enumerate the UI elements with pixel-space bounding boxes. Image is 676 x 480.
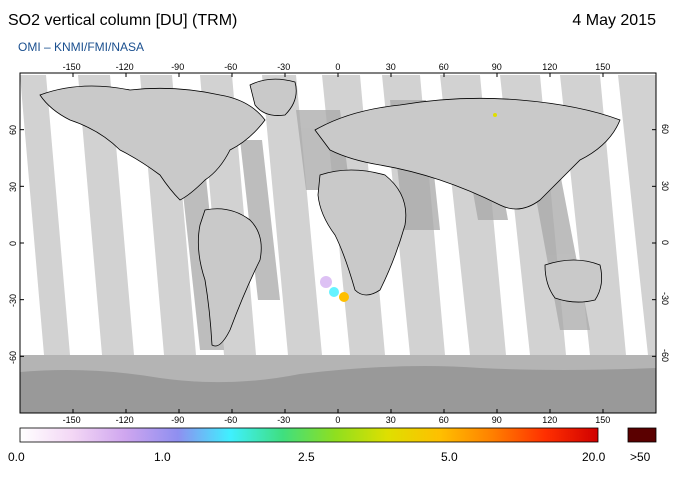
eurasia	[314, 97, 621, 210]
latitude-label: -60	[660, 348, 670, 362]
north-america	[39, 85, 266, 201]
longitude-label: -30	[277, 415, 291, 425]
map-title: SO2 vertical column [DU] (TRM)	[8, 12, 238, 29]
map-date: 4 May 2015	[572, 12, 656, 29]
latitude-label: 0	[660, 240, 670, 246]
longitude-label: 90	[491, 62, 502, 72]
longitude-label: -150	[62, 62, 81, 72]
longitude-label: 60	[438, 62, 449, 72]
australia	[544, 259, 603, 303]
longitude-label: 30	[385, 62, 396, 72]
longitude-label: -120	[115, 62, 134, 72]
swath-strip	[78, 75, 134, 355]
data-source: OMI – KNMI/FMI/NASA	[18, 40, 145, 54]
longitude-label: -90	[171, 62, 185, 72]
greenland	[249, 78, 297, 116]
colorbar-label-overflow: >50	[630, 450, 651, 464]
so2-hotspots	[320, 113, 497, 302]
latitude-label: -30	[8, 294, 18, 308]
longitude-label: 120	[542, 415, 558, 425]
longitude-label: 30	[385, 415, 396, 425]
longitude-label: 0	[335, 62, 341, 72]
longitude-label: -150	[62, 415, 81, 425]
so2-plume-high	[339, 292, 349, 302]
longitude-label: -60	[224, 62, 238, 72]
latitude-label: -60	[8, 351, 18, 365]
latitude-label: 60	[660, 124, 670, 135]
colorbar	[19, 427, 599, 443]
antarctica	[20, 366, 656, 413]
longitude-label: 120	[542, 62, 558, 72]
so2-plume-low	[320, 276, 332, 288]
coastlines	[39, 78, 621, 347]
colorbar-overflow-swatch	[627, 427, 657, 443]
latitude-label: 60	[8, 124, 18, 135]
longitude-label: 0	[335, 415, 341, 425]
longitude-label: -60	[224, 415, 238, 425]
colorbar-label: 5.0	[441, 450, 458, 464]
longitude-label: 90	[491, 415, 502, 425]
longitude-label: -120	[115, 415, 134, 425]
map-area	[20, 73, 656, 413]
swath-strip	[618, 75, 656, 355]
longitude-label: 60	[438, 415, 449, 425]
swath-strip	[262, 75, 322, 355]
swath-strip	[20, 75, 70, 355]
latitude-label: 30	[8, 181, 18, 192]
colorbar-label: 1.0	[154, 450, 171, 464]
no-data-swath	[240, 140, 280, 300]
longitude-label: -90	[171, 415, 185, 425]
longitude-label: -30	[277, 62, 291, 72]
so2-hotspot	[493, 113, 497, 117]
longitude-label: 150	[595, 415, 611, 425]
latitude-label: -30	[660, 291, 670, 305]
colorbar-label: 20.0	[582, 450, 606, 464]
latitude-label: 30	[660, 181, 670, 192]
colorbar-label-min: 0.0	[8, 450, 25, 464]
axis-ticks	[20, 73, 656, 413]
so2-plume-medium	[329, 287, 339, 297]
longitude-label: 150	[595, 62, 611, 72]
colorbar-label: 2.5	[298, 450, 315, 464]
latitude-label: 0	[8, 240, 18, 246]
africa	[317, 169, 407, 296]
south-america	[197, 208, 262, 347]
